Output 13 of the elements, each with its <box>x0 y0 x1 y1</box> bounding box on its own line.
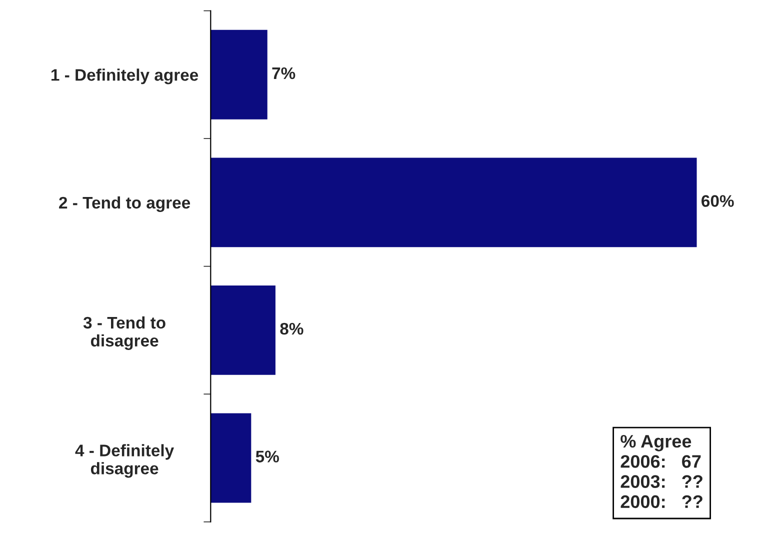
bar <box>210 285 276 375</box>
data-label: 7% <box>272 67 296 80</box>
bar <box>210 413 252 503</box>
y-tick-label: 3 - Tend to disagree <box>83 316 166 350</box>
bar <box>210 158 697 248</box>
y-tick-label: 2 - Tend to agree <box>59 196 190 212</box>
data-label: 60% <box>702 195 734 207</box>
bar <box>210 30 268 120</box>
y-tick-label: 4 - Definitely disagree <box>75 444 174 478</box>
y-tick-label: 1 - Definitely agree <box>51 68 198 84</box>
annotation: % Agree 2006: 67 2003: ?? 2000: ?? <box>620 434 702 508</box>
data-label: 8% <box>280 322 304 335</box>
data-label: 5% <box>256 450 279 462</box>
